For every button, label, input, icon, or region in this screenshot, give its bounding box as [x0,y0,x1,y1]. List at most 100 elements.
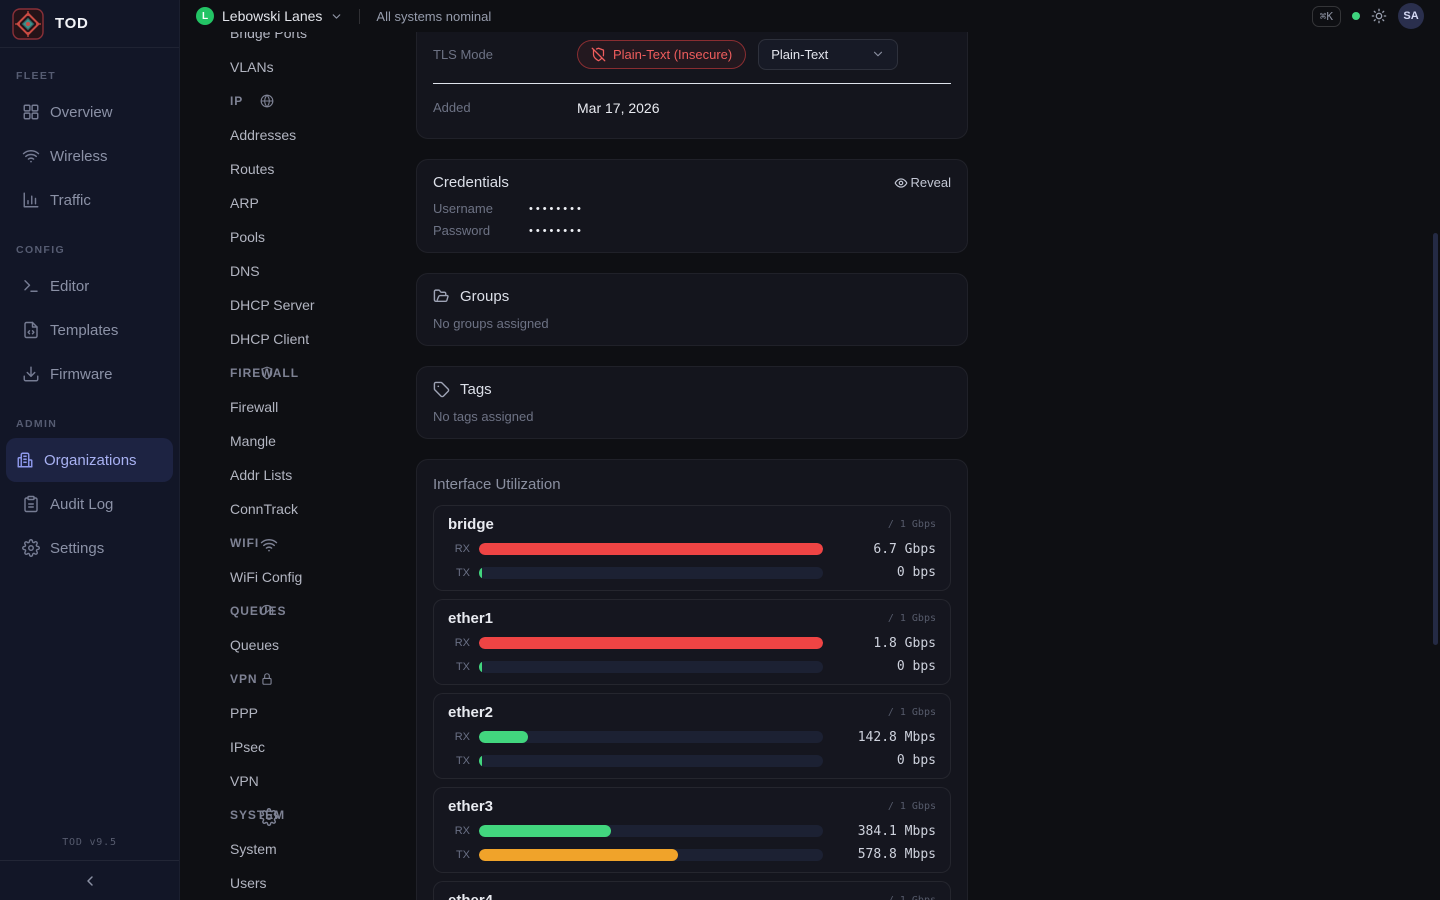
subnav-item-vpn[interactable]: VPN [230,773,259,789]
rx-label: RX [454,637,470,649]
sidebar-item-audit-log[interactable]: Audit Log [6,482,173,526]
sidebar-item-editor[interactable]: Editor [6,264,173,308]
eye-icon [894,176,908,190]
org-selector[interactable]: L Lebowski Lanes [196,7,343,25]
sidebar-item-traffic[interactable]: Traffic [6,178,173,222]
interface-card-ether3: ether3 / 1 Gbps RX 384.1 Mbps TX 578.8 Mbps [433,787,951,873]
interface-name: ether2 [448,704,494,721]
subnav-section-queues[interactable]: QUEUES [230,604,286,618]
subnav-item-ppp[interactable]: PPP [230,705,259,721]
subnav-section-vpn[interactable]: VPN [230,672,272,686]
rx-label: RX [454,731,470,743]
tags-card: Tags No tags assigned [416,366,968,439]
subnav-item-dhcp-server[interactable]: DHCP Server [230,297,315,313]
gear-icon [22,539,40,557]
subnav-item-pools[interactable]: Pools [230,229,266,245]
subnav-item-ipsec[interactable]: IPsec [230,739,266,755]
tx-rate-value: 0 bps [896,753,936,768]
app-version: TOD v9.5 [62,837,117,848]
sidebar-item-overview[interactable]: Overview [6,90,173,134]
file-icon [22,321,40,339]
interface-utilization-title: Interface Utilization [433,476,561,493]
gear-icon [260,808,278,826]
command-palette-shortcut[interactable]: ⌘K [1311,5,1341,27]
subnav-item-routes[interactable]: Routes [230,161,275,177]
tx-utilization-bar-fill [479,660,483,673]
rx-utilization-bar-fill [479,731,529,743]
cards-column: TLS Mode Plain-Text (Insecure) Plain-Tex… [416,32,968,900]
tx-utilization-bar-fill [479,754,483,767]
password-masked-value: •••••••• [529,224,584,237]
subnav-section-ip[interactable]: IP [230,94,274,108]
sidebar-item-settings[interactable]: Settings [6,526,173,570]
subnav-item-bridge-ports[interactable]: Bridge Ports [230,32,308,41]
subnav-item-system[interactable]: System [230,841,277,857]
sidebar-footer: TOD v9.5 [0,837,179,900]
topbar: L Lebowski Lanes All systems nominal ⌘K … [180,0,1440,32]
sidebar-item-label: Overview [50,103,113,121]
subnav-item-users[interactable]: Users [230,875,267,891]
terminal-icon [22,277,40,295]
reveal-credentials-button[interactable]: Reveal [894,175,951,190]
sidebar-item-label: Traffic [50,191,91,209]
tx-utilization-bar [479,660,823,673]
subnav-section-system[interactable]: SYSTEM [230,808,285,826]
brand-header: TOD [0,0,179,48]
rx-rate-value: 6.7 Gbps [873,541,936,557]
subnav-item-addr-lists[interactable]: Addr Lists [230,467,293,483]
interface-card-ether1: ether1 / 1 Gbps RX 1.8 Gbps TX 0 bps [433,599,951,685]
rx-utilization-bar [479,731,823,743]
rx-label: RX [454,543,470,555]
subnav-section-wifi[interactable]: WIFI [230,536,278,552]
chevron-left-icon [82,873,98,889]
subnav-item-mangle[interactable]: Mangle [230,433,276,449]
sidebar-item-wireless[interactable]: Wireless [6,134,173,178]
interface-list: bridge / 1 Gbps RX 6.7 Gbps TX 0 bps ether1 / 1… [433,505,951,900]
download-icon [22,365,40,383]
subnav-section-label: QUEUES [230,604,287,618]
tx-label: TX [455,848,470,861]
sidebar-collapse-button[interactable] [0,860,179,900]
rx-utilization-bar-fill [479,543,823,555]
subnav-item-dns[interactable]: DNS [230,263,260,279]
tls-mode-selected-value: Plain-Text [771,46,829,62]
sidebar-section-config: CONFIG [16,244,66,256]
interface-capacity: / 1 Gbps [888,895,936,900]
wifi-icon [260,536,278,554]
subnav-item-firewall[interactable]: Firewall [230,399,279,415]
tx-rate-value: 578.8 Mbps [857,847,936,862]
shield-off-icon [591,47,606,62]
subnav-item-queues[interactable]: Queues [230,637,280,653]
rx-utilization-bar [479,825,823,837]
rx-utilization-bar [479,543,823,555]
subnav-section-firewall[interactable]: FIREWALL [230,366,299,380]
interface-name: ether4 [448,892,493,900]
sidebar-item-firmware[interactable]: Firmware [6,352,173,396]
subnav-item-vlans[interactable]: VLANs [230,59,274,75]
tx-utilization-bar [479,566,823,579]
tx-label: TX [455,754,470,767]
tls-mode-select[interactable]: Plain-Text [758,38,899,70]
theme-toggle-sun-icon[interactable] [1371,8,1387,24]
globe-icon [260,94,274,108]
subnav-item-conntrack[interactable]: ConnTrack [230,501,298,517]
rx-rate-value: 384.1 Mbps [857,823,936,839]
wifi-icon [22,147,40,165]
sidebar-item-organizations[interactable]: Organizations [6,438,173,482]
user-avatar[interactable]: SA [1398,3,1424,29]
subnav-section-label: IP [230,94,244,108]
lock-icon [260,672,274,686]
sidebar-item-label: Editor [50,277,90,295]
app-sidebar: TOD FLEET Overview Wireless Traffic CONFIG Ed… [0,0,180,900]
subnav-item-wifi-config[interactable]: WiFi Config [230,569,303,585]
subnav-item-arp[interactable]: ARP [230,195,259,211]
sidebar-item-templates[interactable]: Templates [6,308,173,352]
subnav-item-dhcp-client[interactable]: DHCP Client [230,331,310,347]
groups-empty-text: No groups assigned [433,316,549,331]
subnav-item-addresses[interactable]: Addresses [230,127,297,143]
gauge-icon [260,604,274,618]
rx-utilization-bar-fill [479,637,823,649]
tx-utilization-bar-fill [479,566,483,579]
scrollbar-thumb[interactable] [1433,233,1438,645]
tx-rate-value: 0 bps [896,565,936,580]
